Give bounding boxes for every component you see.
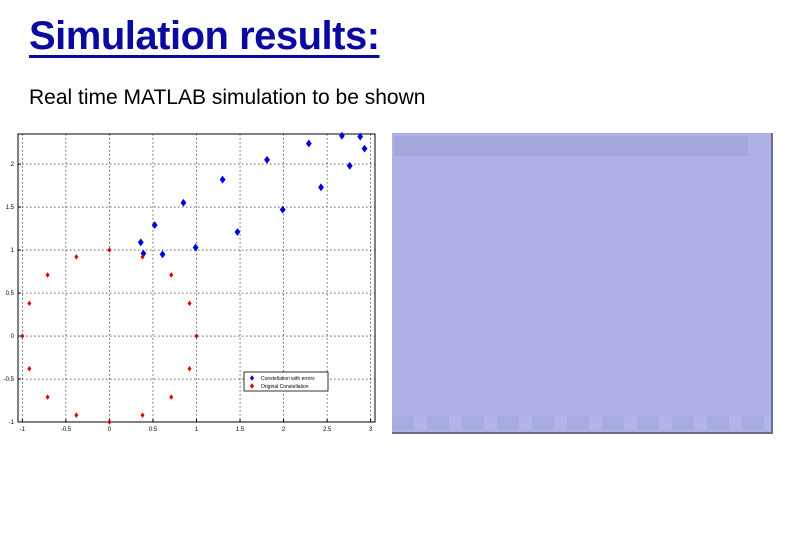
x-tick-label: 2 bbox=[282, 427, 286, 433]
error-point bbox=[151, 221, 158, 230]
error-point bbox=[305, 139, 312, 148]
y-tick-label: 0 bbox=[11, 334, 15, 340]
original-point bbox=[169, 272, 174, 278]
original-point bbox=[140, 412, 145, 418]
legend-marker bbox=[249, 375, 255, 381]
original-point bbox=[20, 333, 25, 339]
slide-title: Simulation results: bbox=[29, 14, 380, 58]
scatter-plot: -1 -0.5 0 0.5 1 1.5 2 2.5 3 -1 -0.5 0 0.5 1 1.5 2 Conste… bbox=[0, 132, 380, 442]
original-point bbox=[187, 300, 192, 307]
y-tick-label: -0.5 bbox=[4, 377, 15, 383]
error-point bbox=[234, 228, 241, 236]
original-point bbox=[140, 254, 145, 260]
x-tick-label: -0.5 bbox=[61, 427, 72, 433]
original-point bbox=[107, 247, 112, 253]
error-point bbox=[192, 243, 199, 252]
original-point bbox=[187, 365, 192, 372]
slide-subtitle: Real time MATLAB simulation to be shown bbox=[29, 86, 426, 109]
y-tick-label: -1 bbox=[9, 420, 15, 426]
original-point bbox=[169, 394, 174, 400]
legend-label: Constellation with errors bbox=[261, 376, 315, 382]
error-point bbox=[159, 250, 166, 259]
x-tick-label: 1.5 bbox=[236, 427, 245, 433]
video-controls-bar[interactable] bbox=[392, 416, 771, 430]
original-point bbox=[74, 412, 79, 418]
error-point bbox=[361, 144, 368, 153]
simulation-video-panel[interactable] bbox=[392, 133, 773, 434]
error-point bbox=[338, 132, 345, 140]
error-point bbox=[219, 175, 226, 184]
error-point bbox=[318, 183, 324, 192]
x-tick-label: 0 bbox=[108, 427, 112, 433]
error-point bbox=[279, 205, 286, 214]
constellation-chart: -1 -0.5 0 0.5 1 1.5 2 2.5 3 -1 -0.5 0 0.5 1 1.5 2 Conste… bbox=[4, 132, 376, 433]
y-tick-label: 1.5 bbox=[6, 205, 15, 211]
legend-box bbox=[243, 371, 329, 392]
y-tick-label: 1 bbox=[11, 248, 15, 254]
legend-marker bbox=[249, 383, 255, 389]
original-point bbox=[45, 272, 50, 278]
original-point bbox=[194, 333, 199, 339]
original-point bbox=[27, 300, 32, 307]
x-tick-label: 2.5 bbox=[323, 427, 332, 433]
error-point bbox=[180, 198, 187, 207]
video-top-bar bbox=[394, 136, 748, 156]
y-tick-label: 2 bbox=[11, 162, 15, 168]
y-tick-label: 0.5 bbox=[6, 291, 15, 297]
original-point bbox=[107, 419, 112, 425]
x-tick-label: 3 bbox=[369, 427, 373, 433]
original-point bbox=[27, 365, 32, 372]
x-tick-label: -1 bbox=[20, 427, 26, 433]
error-point bbox=[137, 238, 144, 247]
error-point bbox=[346, 161, 353, 170]
legend-label: Original Constellation bbox=[261, 384, 309, 390]
x-tick-label: 0.5 bbox=[149, 427, 158, 433]
error-point bbox=[264, 155, 270, 164]
error-point bbox=[357, 132, 364, 141]
x-tick-label: 1 bbox=[195, 427, 199, 433]
original-point bbox=[45, 394, 50, 400]
original-point bbox=[74, 254, 79, 260]
